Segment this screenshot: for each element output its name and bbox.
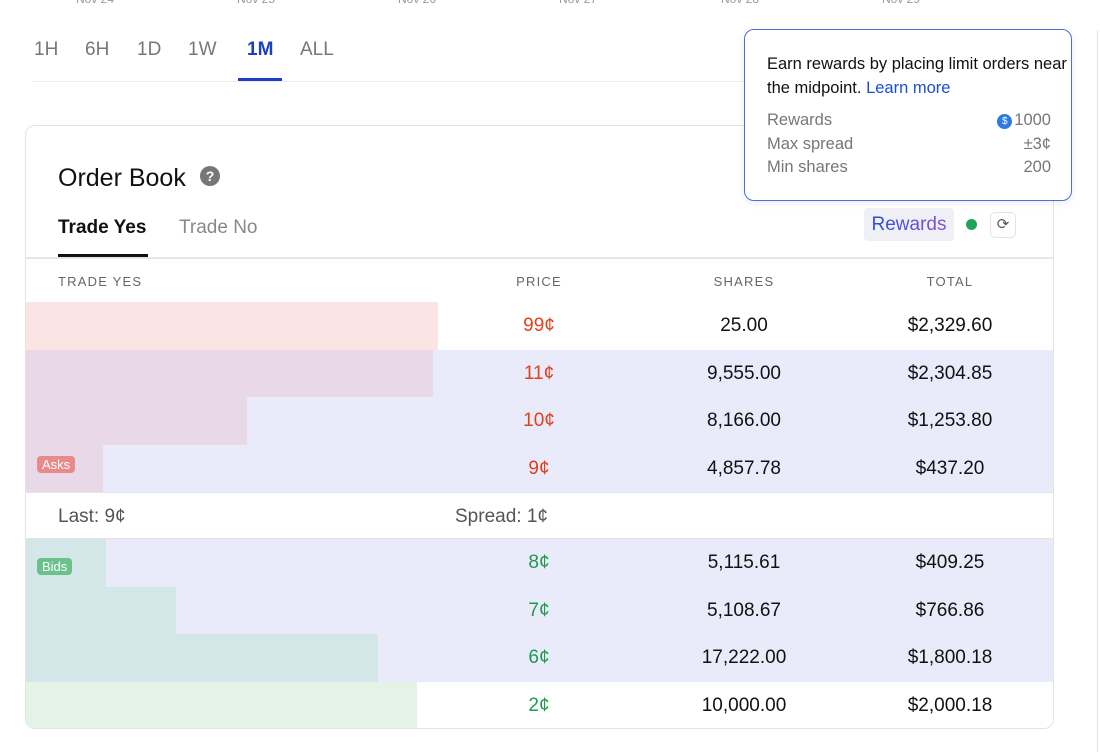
tab-trade-yes[interactable]: Trade Yes	[58, 217, 147, 238]
rewards-label: Rewards	[871, 214, 947, 235]
side-panel-edge	[1097, 30, 1100, 752]
tooltip-text: Earn rewards by placing limit orders nea…	[767, 55, 1067, 97]
price-cell: 99¢	[523, 315, 555, 336]
shares-cell: 5,115.61	[707, 552, 781, 573]
price-cell: 2¢	[528, 694, 550, 716]
ask-row[interactable]: 11¢ 9,555.00 $2,304.85	[26, 349, 1053, 397]
shares-cell: 4,857.78	[707, 457, 781, 479]
depth-bar	[26, 586, 177, 634]
total-cell: $766.86	[915, 599, 985, 621]
total-cell: $1,253.80	[907, 410, 993, 431]
price-cell: 6¢	[528, 647, 550, 668]
total-cell: $2,304.85	[907, 362, 993, 384]
asks-badge: Asks	[37, 455, 76, 473]
tooltip-value: 200	[1023, 158, 1051, 176]
price-cell: 11¢	[523, 362, 555, 384]
last-spread-row: Last: 9¢ Spread: 1¢	[26, 492, 1053, 539]
bid-row[interactable]: 2¢ 10,000.00 $2,000.18	[26, 681, 1053, 728]
tooltip-value: ±3¢	[1023, 135, 1051, 153]
date-axis-label: Nov 29	[882, 0, 920, 6]
date-axis-label: Nov 26	[398, 0, 436, 6]
bid-row[interactable]: 8¢ 5,115.61 $409.25 Bids	[26, 539, 1053, 587]
rewards-tooltip: Earn rewards by placing limit orders nea…	[744, 29, 1072, 201]
timeframe-6h[interactable]: 6H	[85, 39, 110, 60]
last-price: Last: 9¢	[58, 506, 126, 527]
price-cell: 8¢	[528, 552, 550, 573]
ask-row[interactable]: 9¢ 4,857.78 $437.20 Asks	[26, 444, 1053, 492]
bid-row[interactable]: 6¢ 17,222.00 $1,800.18	[26, 634, 1053, 682]
shares-cell: 10,000.00	[701, 694, 787, 716]
price-cell: 7¢	[528, 599, 550, 621]
total-cell: $409.25	[915, 552, 985, 573]
timeframe-1w[interactable]: 1W	[188, 39, 217, 60]
tooltip-row-max-spread: Max spread ±3¢	[767, 135, 1051, 154]
ask-row[interactable]: 99¢ 25.00 $2,329.60	[26, 302, 1053, 350]
order-book-title: Order Book	[58, 164, 186, 192]
ask-row[interactable]: 10¢ 8,166.00 $1,253.80	[26, 397, 1053, 445]
column-header-price: PRICE	[516, 274, 562, 289]
rewards-status-dot	[966, 219, 977, 230]
tooltip-label: Max spread	[767, 135, 854, 153]
shares-cell: 5,108.67	[707, 599, 781, 621]
depth-bar	[26, 397, 248, 445]
spread: Spread: 1¢	[455, 506, 548, 527]
total-cell: $1,800.18	[907, 647, 993, 668]
shares-cell: 8,166.00	[707, 410, 781, 431]
tooltip-value: 1000	[1014, 111, 1051, 129]
timeframe-all[interactable]: ALL	[300, 39, 334, 60]
shares-cell: 17,222.00	[701, 647, 787, 668]
usdc-coin-icon: $	[997, 114, 1013, 129]
shares-cell: 25.00	[720, 315, 768, 336]
timeframe-1h[interactable]: 1H	[34, 39, 59, 60]
price-cell: 10¢	[523, 410, 555, 431]
rewards-button[interactable]: Rewards	[864, 208, 954, 241]
divider	[32, 81, 744, 82]
order-book-card: Order Book ? Trade Yes Trade No Rewards …	[25, 125, 1054, 729]
depth-bar	[26, 634, 378, 682]
bids-badge: Bids	[37, 558, 73, 575]
timeframe-1m[interactable]: 1M	[247, 39, 274, 60]
date-axis-label: Nov 25	[237, 0, 275, 6]
depth-bar	[26, 349, 434, 397]
price-cell: 9¢	[528, 457, 550, 479]
tooltip-label: Rewards	[767, 111, 833, 129]
help-icon[interactable]: ?	[200, 166, 220, 186]
tooltip-row-rewards: Rewards $1000	[767, 111, 1051, 130]
total-cell: $437.20	[915, 457, 985, 479]
column-header-trade-yes: TRADE YES	[58, 274, 143, 289]
learn-more-link[interactable]: Learn more	[866, 79, 951, 97]
tooltip-label: Min shares	[767, 158, 848, 176]
tooltip-row-min-shares: Min shares 200	[767, 158, 1051, 177]
timeframe-1d[interactable]: 1D	[137, 39, 162, 60]
bid-row[interactable]: 7¢ 5,108.67 $766.86	[26, 586, 1053, 634]
total-cell: $2,329.60	[907, 315, 993, 336]
table-header: TRADE YES PRICE SHARES TOTAL	[26, 257, 1053, 303]
tab-trade-no[interactable]: Trade No	[179, 217, 258, 238]
column-header-total: TOTAL	[926, 274, 974, 289]
date-axis-label: Nov 24	[76, 0, 114, 6]
timeframe-active-underline	[238, 78, 282, 81]
shares-cell: 9,555.00	[707, 362, 781, 384]
depth-bar	[26, 302, 438, 350]
tab-active-underline	[58, 254, 148, 257]
refresh-icon[interactable]: ⟳	[990, 212, 1016, 238]
date-axis-label: Nov 27	[559, 0, 597, 6]
column-header-shares: SHARES	[713, 274, 775, 289]
total-cell: $2,000.18	[907, 694, 993, 716]
date-axis-label: Nov 28	[721, 0, 759, 6]
depth-bar	[26, 681, 418, 728]
